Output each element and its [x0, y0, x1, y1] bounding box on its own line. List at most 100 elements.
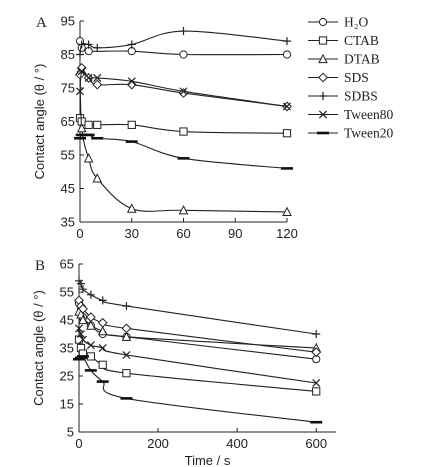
panel-b: 5 15 25 35 45 55 65 0 200 400 600 B Contact angle (θ…: [31, 257, 336, 467]
point-tween80: [127, 77, 136, 86]
legend-label: Tween80: [344, 107, 394, 122]
legend-label: H₂O: [344, 15, 368, 30]
point-ctab: [93, 120, 102, 129]
legend-item-tween20: Tween20: [308, 126, 394, 141]
series-h2o: [74, 299, 321, 364]
panel-a: 35 45 55 65 75 85 95 0 30 60 90 120 A Contact angle (…: [32, 14, 298, 242]
legend-marker-tween80: [318, 110, 328, 119]
point-sdbs: [179, 27, 188, 36]
y-tick-label: 35: [60, 341, 74, 356]
point-ctab: [84, 120, 93, 129]
series-sdbs: [76, 27, 291, 59]
point-sdbs: [93, 43, 102, 52]
line-tween80: [78, 328, 317, 384]
point-dtab: [178, 204, 189, 215]
y-tick-label: 55: [60, 285, 74, 300]
point-ctab: [179, 127, 188, 136]
x-axis-label: Time / s: [185, 453, 231, 467]
x-tick-label: 400: [226, 436, 248, 451]
point-sdbs: [127, 40, 136, 49]
point-sdbs: [76, 50, 84, 59]
point-tween80: [74, 324, 84, 333]
point-sdbs: [283, 37, 291, 46]
point-sds: [78, 303, 88, 314]
legend-marker-h2o: [318, 17, 328, 27]
legend-label: SDBS: [344, 89, 378, 104]
series-tween80: [74, 324, 321, 388]
point-sdbs: [98, 296, 107, 305]
point-tween80: [282, 102, 292, 111]
y-tick-label: 5: [67, 425, 74, 440]
point-tween80: [179, 87, 188, 96]
x-tick-label: 30: [125, 226, 139, 241]
legend-label: SDS: [344, 70, 369, 85]
y-tick-label: 85: [61, 47, 75, 62]
legend-item-tween80: Tween80: [308, 107, 394, 122]
y-axis-label: Contact angle (θ / °): [32, 64, 47, 180]
point-dtab: [97, 325, 108, 336]
point-ctab: [282, 129, 292, 138]
point-sds: [121, 323, 132, 334]
y-tick-label: 75: [61, 81, 75, 96]
point-h2o: [127, 47, 136, 56]
point-h2o: [179, 50, 188, 59]
legend-marker-sds: [318, 72, 328, 83]
point-dtab: [78, 314, 88, 325]
point-sds: [178, 88, 189, 98]
point-sds: [85, 312, 96, 323]
point-sdbs: [122, 302, 131, 310]
legend-item-sds: SDS: [308, 70, 369, 85]
y-tick-label: 25: [60, 369, 74, 384]
legend: H₂O CTAB DTAB SDS SDBS Tween80 Tween20: [308, 15, 394, 141]
legend-marker-ctab: [318, 36, 328, 45]
panel-label: A: [36, 15, 47, 31]
y-tick-label: 95: [61, 14, 75, 29]
point-h2o: [84, 47, 93, 56]
point-tween80: [78, 335, 87, 344]
point-dtab: [121, 331, 132, 341]
point-dtab: [83, 153, 94, 163]
point-ctab: [98, 360, 107, 369]
x-tick-label: 60: [176, 226, 190, 241]
legend-item-h2o: H₂O: [308, 15, 368, 30]
point-sdbs: [312, 330, 321, 338]
legend-label: Tween20: [344, 126, 394, 141]
point-tween80: [77, 67, 86, 76]
y-tick-label: 35: [61, 215, 75, 230]
point-tween80: [75, 87, 85, 96]
series-tween20: [73, 355, 323, 424]
legend-item-ctab: CTAB: [308, 33, 379, 48]
line-sds: [79, 67, 288, 107]
x-tick-label: 0: [75, 436, 82, 451]
y-axis-label: Contact angle (θ / °): [31, 290, 46, 406]
series-sds: [74, 295, 322, 358]
legend-item-dtab: DTAB: [308, 52, 380, 67]
point-tween80: [84, 73, 93, 82]
legend-item-sdbs: SDBS: [308, 89, 378, 104]
point-ctab: [127, 120, 136, 129]
legend-label: DTAB: [344, 52, 380, 67]
y-tick-label: 45: [61, 181, 75, 196]
legend-label: CTAB: [344, 33, 379, 48]
y-tick-label: 65: [61, 114, 75, 129]
y-tick-label: 45: [60, 313, 74, 328]
point-sds: [126, 79, 137, 90]
x-tick-label: 0: [76, 226, 83, 241]
point-sdbs: [84, 40, 93, 49]
point-tween80: [86, 341, 95, 350]
series-tween80: [75, 67, 292, 111]
y-tick-label: 15: [60, 397, 74, 412]
x-tick-label: 120: [276, 226, 298, 241]
series-sds: [75, 62, 292, 112]
legend-marker-dtab: [318, 53, 328, 64]
point-sdbs: [78, 285, 87, 294]
point-sdbs: [77, 40, 86, 49]
series-ctab: [74, 335, 321, 396]
x-tick-label: 90: [228, 226, 242, 241]
x-tick-label: 600: [305, 436, 327, 451]
point-tween80: [98, 343, 107, 353]
panel-label: B: [35, 258, 45, 274]
point-dtab: [126, 203, 137, 213]
point-sdbs: [86, 290, 95, 299]
y-tick-label: 55: [61, 148, 75, 163]
